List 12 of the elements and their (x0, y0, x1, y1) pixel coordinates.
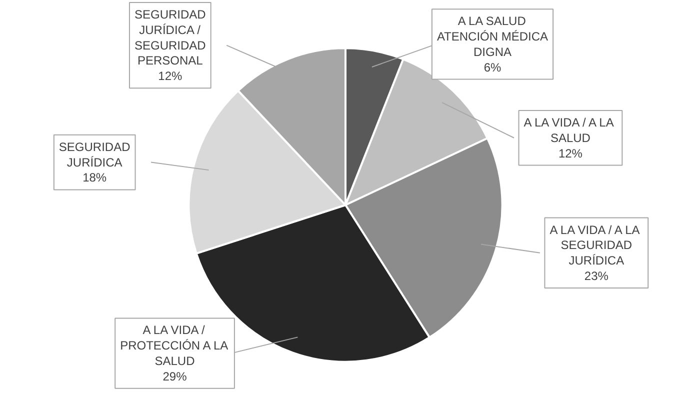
slice-label: A LA VIDA / A LA SALUD (524, 115, 614, 145)
data-label: 6% (484, 60, 502, 74)
data-label: 18% (82, 170, 107, 185)
slice-label: A LA VIDA / PROTECCIÓN A LA SALUD (120, 323, 228, 368)
slice-label: SEGURIDAD JURÍDICA (58, 140, 131, 170)
slice-label: A LA VIDA / A LA SEGURIDAD JURÍDICA (550, 222, 640, 268)
data-label: 29% (162, 369, 188, 384)
slice-label: SEGURIDAD JURÍDICA / SEGURIDAD PERSONAL (134, 8, 206, 68)
data-label: 23% (584, 269, 609, 284)
data-label: 12% (558, 146, 583, 160)
data-label: 12% (158, 69, 182, 84)
slice-label: A LA SALUD ATENCIÓN MÉDICA DIGNA (436, 14, 548, 59)
